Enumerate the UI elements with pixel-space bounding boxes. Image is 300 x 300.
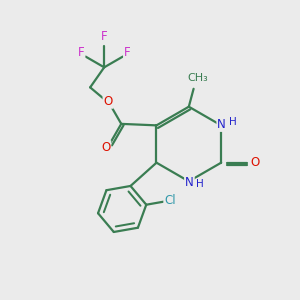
Text: H: H — [196, 179, 204, 189]
Text: N: N — [185, 176, 194, 189]
Text: O: O — [250, 156, 259, 169]
Text: F: F — [78, 46, 84, 59]
Text: Cl: Cl — [164, 194, 176, 207]
Text: N: N — [218, 118, 226, 131]
Text: CH₃: CH₃ — [188, 73, 208, 83]
Text: H: H — [229, 117, 236, 128]
Text: O: O — [103, 95, 113, 108]
Text: F: F — [101, 30, 107, 44]
Text: F: F — [124, 46, 130, 59]
Text: O: O — [101, 141, 110, 154]
